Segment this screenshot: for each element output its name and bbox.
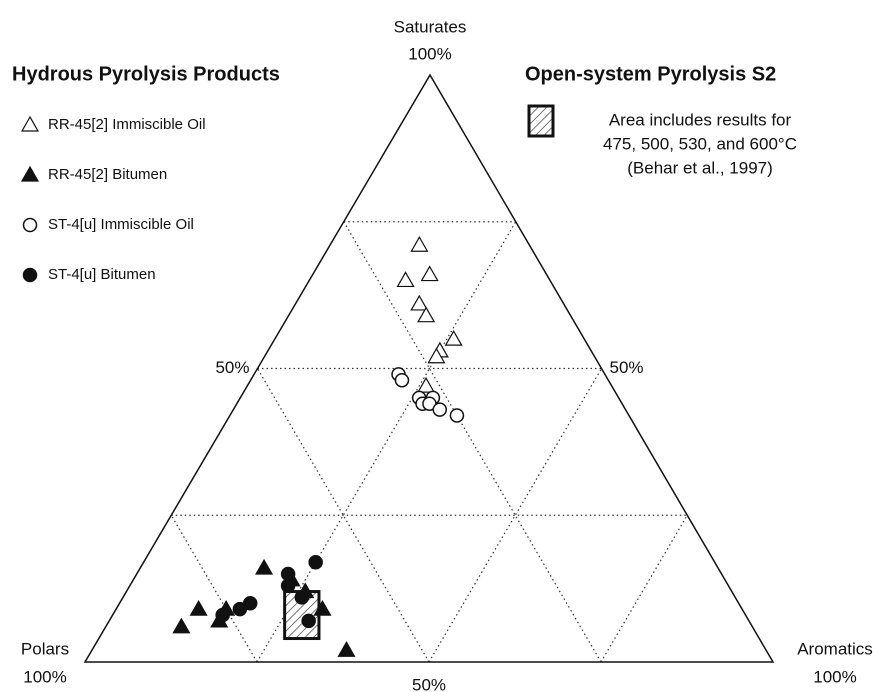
legend-symbol <box>20 115 40 132</box>
data-point <box>417 306 436 323</box>
legend-symbol <box>20 165 40 182</box>
vertex-label: 100% <box>813 667 856 686</box>
legend-label: ST-4[u] Bitumen <box>48 266 156 283</box>
legend-title: Open-system Pyrolysis S2 <box>525 63 776 85</box>
data-point <box>416 376 436 393</box>
legend-symbol <box>22 267 38 283</box>
data-point <box>427 347 446 364</box>
grid-line <box>170 514 258 663</box>
data-point <box>432 402 447 417</box>
data-point <box>396 271 415 288</box>
legend-title: Hydrous Pyrolysis Products <box>12 63 280 85</box>
data-point <box>189 599 208 616</box>
legend-symbol <box>22 217 38 233</box>
area-legend-symbol <box>527 104 555 138</box>
data-point <box>410 236 429 252</box>
area-legend-text: 475, 500, 530, and 600°C <box>603 134 797 153</box>
vertex-label: Saturates <box>394 17 467 36</box>
vertex-label: 100% <box>23 667 66 686</box>
area-legend-text: (Behar et al., 1997) <box>627 158 773 177</box>
legend-label: ST-4[u] Immiscible Oil <box>48 216 194 233</box>
data-point <box>280 578 296 593</box>
data-point <box>449 408 465 423</box>
data-point <box>255 558 274 575</box>
vertex-label: Polars <box>21 639 69 658</box>
area-legend-text: Area includes results for <box>609 110 792 129</box>
edge-label: 50% <box>215 358 249 377</box>
legend-label: RR-45[2] Bitumen <box>48 166 167 183</box>
grid-line <box>600 514 688 663</box>
vertex-label: 100% <box>408 44 451 63</box>
data-point <box>215 607 230 623</box>
data-point <box>294 590 310 605</box>
data-point <box>337 641 356 657</box>
grid-line <box>343 221 602 663</box>
data-point <box>301 613 316 629</box>
data-point <box>410 294 429 311</box>
data-point <box>444 329 463 346</box>
data-point <box>232 601 248 617</box>
legend-label: RR-45[2] Immiscible Oil <box>48 116 206 133</box>
data-point <box>308 554 323 570</box>
data-point <box>420 265 439 282</box>
vertex-label: Aromatics <box>797 639 873 658</box>
data-point <box>313 599 332 616</box>
triangle-frame <box>83 73 775 663</box>
edge-label: 50% <box>610 358 644 377</box>
data-point <box>172 617 191 634</box>
data-point <box>394 372 410 388</box>
edge-label: 50% <box>412 675 446 692</box>
grid-line <box>428 368 603 663</box>
